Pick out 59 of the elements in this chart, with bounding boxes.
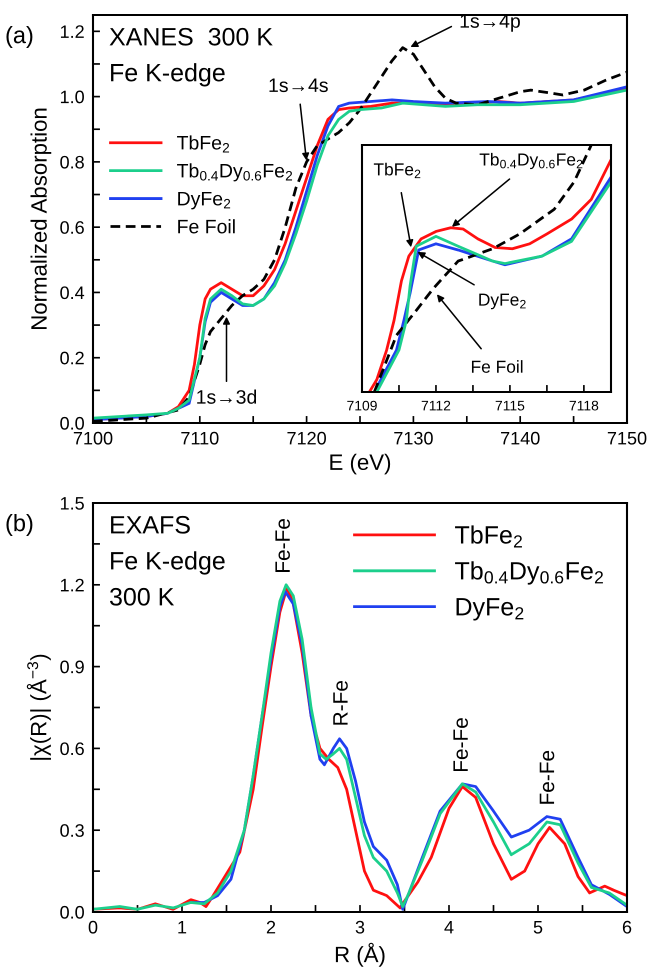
legend-label: TbFe$_{2}$ [455, 525, 522, 548]
y-tick-label: 1.2 [60, 578, 84, 592]
y-axis-title: |χ(R)| (Å$^{−3}$) [26, 654, 51, 760]
y-tick-label: 0.3 [60, 824, 84, 837]
x-tick-label: 7130 [394, 432, 433, 445]
y-tick-label: 1.2 [60, 25, 84, 38]
text: (a) [6, 26, 32, 48]
y-tick-label: 0.8 [60, 156, 84, 169]
x-tick-label: 4 [444, 920, 454, 934]
annotation: 300 K [110, 588, 174, 606]
annotation: 1s→4p [460, 14, 520, 32]
annotation: Tb$_{0.4}$Dy$_{0.6}$Fe$_{2}$ [480, 152, 582, 170]
x-tick-label: 3 [356, 920, 364, 934]
y-tick-label: 0.2 [60, 352, 84, 364]
y-tick-label: 1.0 [60, 90, 84, 104]
x-tick-label: 0 [88, 920, 98, 934]
y-tick-label: 0.4 [60, 286, 84, 300]
annotation: DyFe$_{2}$ [479, 294, 526, 310]
legend-label: Tb$_{0.4}$Dy$_{0.6}$Fe$_{2}$ [455, 561, 603, 585]
y-tick-label: 0.6 [60, 742, 84, 756]
y-tick-label: 0.9 [60, 660, 84, 674]
x-tick-label: 7110 [181, 432, 219, 445]
y-tick-label: 0.0 [60, 906, 84, 919]
annotation: XANES 300 K [110, 28, 273, 46]
y-tick-label: 1.5 [60, 497, 84, 510]
x-axis-title: E (eV) [330, 454, 390, 474]
x-tick-label: 6 [622, 920, 632, 934]
x-tick-label: 7115 [496, 400, 524, 411]
annotation: Fe K-edge [111, 551, 225, 575]
text: (b) [6, 514, 32, 536]
legend-label: DyFe$_{2}$ [178, 192, 230, 210]
x-tick-label: 7120 [287, 432, 326, 445]
y-tick-label: 0.0 [60, 416, 84, 430]
x-tick-label: 7140 [501, 432, 540, 445]
annotation: EXAFS [111, 516, 190, 534]
x-tick-label: 2 [266, 920, 276, 934]
annotation: 1s→3d [197, 390, 256, 404]
x-tick-label: 7150 [608, 432, 646, 445]
legend-label: DyFe$_{2}$ [456, 598, 524, 621]
annotation: Fe Foil [472, 360, 522, 373]
annotation: TbFe$_{2}$ [374, 162, 420, 178]
annotation: Fe-Fe [540, 750, 554, 804]
annotation: Fe-Fe [275, 519, 290, 572]
annotation: Fe K-edge [111, 63, 225, 86]
x-tick-label: 7100 [74, 432, 112, 445]
y-tick-label: 0.6 [60, 221, 84, 234]
x-tick-label: 7112 [422, 400, 450, 410]
x-tick-label: 5 [534, 920, 542, 934]
annotation: Fe-Fe [453, 718, 468, 772]
legend-label: TbFe$_{2}$ [177, 135, 230, 152]
x-tick-label: 7109 [347, 400, 377, 411]
x-tick-label: 7118 [570, 400, 598, 411]
annotation: R-Fe [333, 681, 348, 725]
y-axis-title: Normalized Absorption [30, 108, 52, 329]
legend-label: Fe Foil [178, 219, 235, 234]
annotation: 1s→4s [269, 78, 328, 92]
legend-label: Tb$_{0.4}$Dy$_{0.6}$Fe$_{2}$ [177, 163, 292, 182]
x-tick-label: 1 [178, 920, 186, 934]
x-axis-title: R (Å) [336, 942, 385, 967]
